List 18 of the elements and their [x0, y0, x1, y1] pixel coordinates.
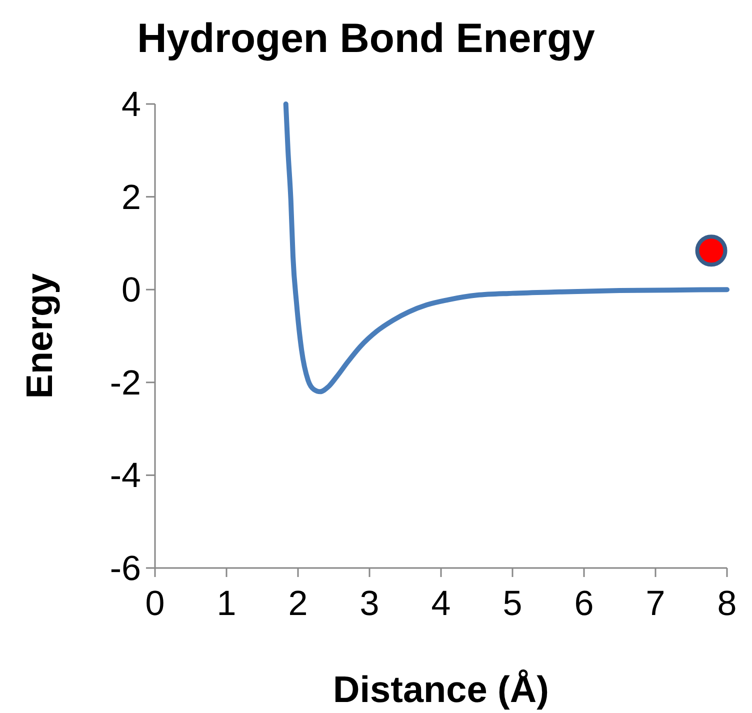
x-tick-label: 4	[431, 584, 451, 623]
x-tick-label: 0	[145, 584, 165, 623]
x-tick-label: 5	[502, 584, 522, 623]
x-tick-label: 3	[360, 584, 380, 623]
y-tick-label: -2	[110, 363, 141, 402]
y-tick-label: 2	[122, 178, 141, 217]
chart-title: Hydrogen Bond Energy	[137, 15, 596, 61]
y-axis-title: Energy	[19, 272, 60, 399]
y-tick-label: -6	[110, 549, 141, 588]
x-tick-label: 1	[216, 584, 236, 623]
y-tick-label: 4	[122, 85, 141, 124]
x-tick-label: 8	[717, 584, 737, 623]
x-tick-label: 6	[574, 584, 594, 623]
x-tick-label: 2	[288, 584, 308, 623]
y-tick-label: 0	[122, 270, 141, 310]
x-tick-label: 7	[646, 584, 666, 623]
x-axis-title: Distance (Å)	[333, 669, 549, 710]
y-tick-label: -4	[110, 456, 141, 496]
